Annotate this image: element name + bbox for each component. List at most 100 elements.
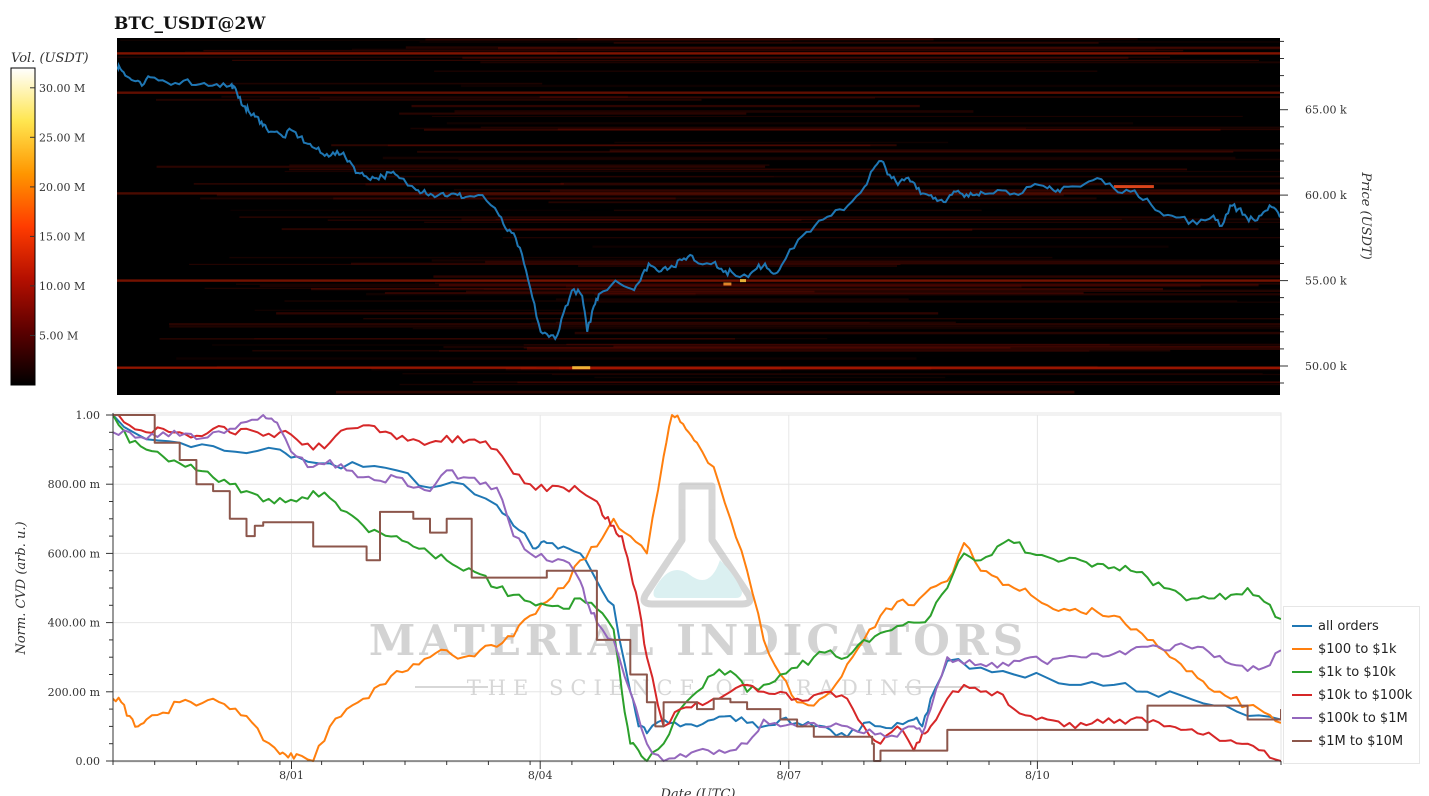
heatmap-band: [319, 97, 875, 99]
heatmap-band: [254, 338, 828, 340]
heatmap-band: [502, 237, 1280, 239]
cvd-series-line: [113, 414, 1281, 762]
cvd-y-tick-label: 0.00: [76, 755, 101, 768]
heatmap-band: [399, 112, 747, 115]
heatmap-level: [117, 279, 1280, 282]
heatmap-band: [517, 381, 1280, 384]
heatmap-band: [424, 221, 1280, 223]
price-tick-label: 50.00 k: [1305, 360, 1347, 373]
heatmap-band: [433, 275, 1280, 278]
heatmap-band: [212, 344, 1160, 346]
flask-icon: [640, 482, 754, 608]
heatmap-band: [159, 338, 736, 340]
heatmap-band: [351, 262, 1280, 265]
heatmap-band: [446, 122, 1134, 125]
heatmap-band: [399, 383, 1280, 386]
cvd-y-axis: 0.00 200.00 m 400.00 m 600.00 m 800.00 m 1.00: [48, 409, 114, 768]
legend-item[interactable]: $100 to $1k: [1292, 639, 1396, 659]
heatmap-band: [523, 344, 1110, 346]
cvd-y-tick-label: 1.00: [76, 409, 101, 422]
heatmap-band: [574, 331, 1280, 335]
heatmap-band: [402, 373, 1263, 375]
price-tick-label: 55.00 k: [1305, 275, 1347, 288]
heatmap-band: [284, 300, 1238, 302]
heatmap-band: [419, 41, 1280, 43]
heatmap-band: [594, 301, 1280, 303]
heatmap-band: [613, 209, 982, 212]
heatmap-band: [434, 70, 1098, 72]
legend-item[interactable]: $1k to $10k: [1292, 662, 1396, 682]
heatmap-band: [526, 347, 1280, 350]
watermark-subtitle: THE SCIENCE OF TRADING: [467, 676, 930, 700]
heatmap-band: [386, 175, 1280, 178]
legend-item[interactable]: $1M to $10M: [1292, 731, 1403, 751]
cvd-series-line: [113, 414, 1281, 762]
heatmap-band: [548, 201, 1280, 204]
watermark: MATERIAL INDICATORS THE SCIENCE OF TRADI…: [369, 482, 1023, 700]
heatmap-band: [480, 61, 1280, 64]
heatmap-band: [351, 48, 1156, 51]
legend-swatch: [1292, 694, 1312, 696]
price-tick-label: 60.00 k: [1305, 189, 1347, 202]
colorbar: Vol. (USDT) 5.00 M 10.00 M 15.00 M 20.00 M 2…: [10, 51, 89, 386]
legend-label: $1k to $10k: [1318, 664, 1396, 680]
heatmap-band: [614, 141, 949, 144]
heatmap-band: [466, 290, 815, 293]
heatmap-bands: [117, 38, 1280, 394]
heatmap-band: [480, 126, 1280, 128]
cvd-x-tick-label: 8/07: [776, 769, 801, 782]
heatmap-band: [505, 367, 1280, 371]
heatmap-band: [531, 322, 870, 324]
heatmap-band: [425, 38, 934, 41]
heatmap-band: [555, 298, 909, 301]
heatmap-band: [565, 285, 1022, 288]
cvd-x-axis: 8/01 8/04 8/07 8/10: [112, 760, 1282, 782]
heatmap-hotspot: [740, 279, 746, 283]
colorbar-label: Vol. (USDT): [11, 51, 89, 66]
colorbar-tick-label: 20.00 M: [39, 181, 85, 194]
heatmap-band: [577, 38, 1138, 41]
legend-label: all orders: [1318, 618, 1379, 634]
heatmap-band: [495, 218, 1122, 220]
heatmap-band: [239, 216, 1173, 218]
heatmap-level: [117, 366, 1280, 369]
heatmap-band: [189, 263, 901, 265]
heatmap-band: [276, 312, 939, 315]
legend-item[interactable]: all orders: [1292, 616, 1379, 636]
heatmap-band: [551, 373, 1280, 376]
heatmap-hotspot: [572, 366, 591, 370]
heatmap-band: [252, 349, 1171, 352]
heatmap-band: [439, 350, 1090, 352]
heatmap-band: [460, 84, 1280, 88]
heatmap-level: [117, 52, 1280, 55]
legend-label: $1M to $10M: [1318, 733, 1404, 749]
price-tick-label: 65.00 k: [1305, 104, 1347, 117]
heatmap-band: [613, 345, 1280, 348]
heatmap-band: [120, 39, 793, 41]
heatmap-band: [364, 176, 774, 178]
heatmap-band: [254, 309, 565, 311]
legend-item[interactable]: $10k to $100k: [1292, 685, 1412, 705]
heatmap-band: [609, 149, 1280, 152]
legend-item[interactable]: $100k to $1M: [1292, 708, 1408, 728]
heatmap-band: [594, 293, 1280, 296]
heatmap-band: [431, 259, 1280, 262]
heatmap-hotspot: [723, 282, 732, 286]
heatmap-band: [412, 327, 1280, 330]
heatmap-band: [523, 347, 1011, 349]
heatmap-band: [311, 288, 1163, 291]
heatmap-band: [169, 323, 1280, 326]
colorbar-tick-label: 30.00 M: [39, 82, 85, 95]
colorbar-ticks: 5.00 M 10.00 M 15.00 M 20.00 M 25.00 M 30.00 …: [30, 82, 85, 343]
heatmap-hotspots: [572, 185, 1154, 370]
heatmap-band: [176, 357, 917, 360]
heatmap-band: [505, 228, 973, 231]
heatmap-band: [485, 260, 1280, 264]
legend-swatch: [1292, 625, 1312, 627]
heatmap-band: [578, 265, 897, 267]
legend-swatch: [1292, 740, 1312, 742]
heatmap-band: [417, 150, 1234, 153]
heatmap-band: [193, 183, 564, 185]
legend-swatch: [1292, 648, 1312, 650]
